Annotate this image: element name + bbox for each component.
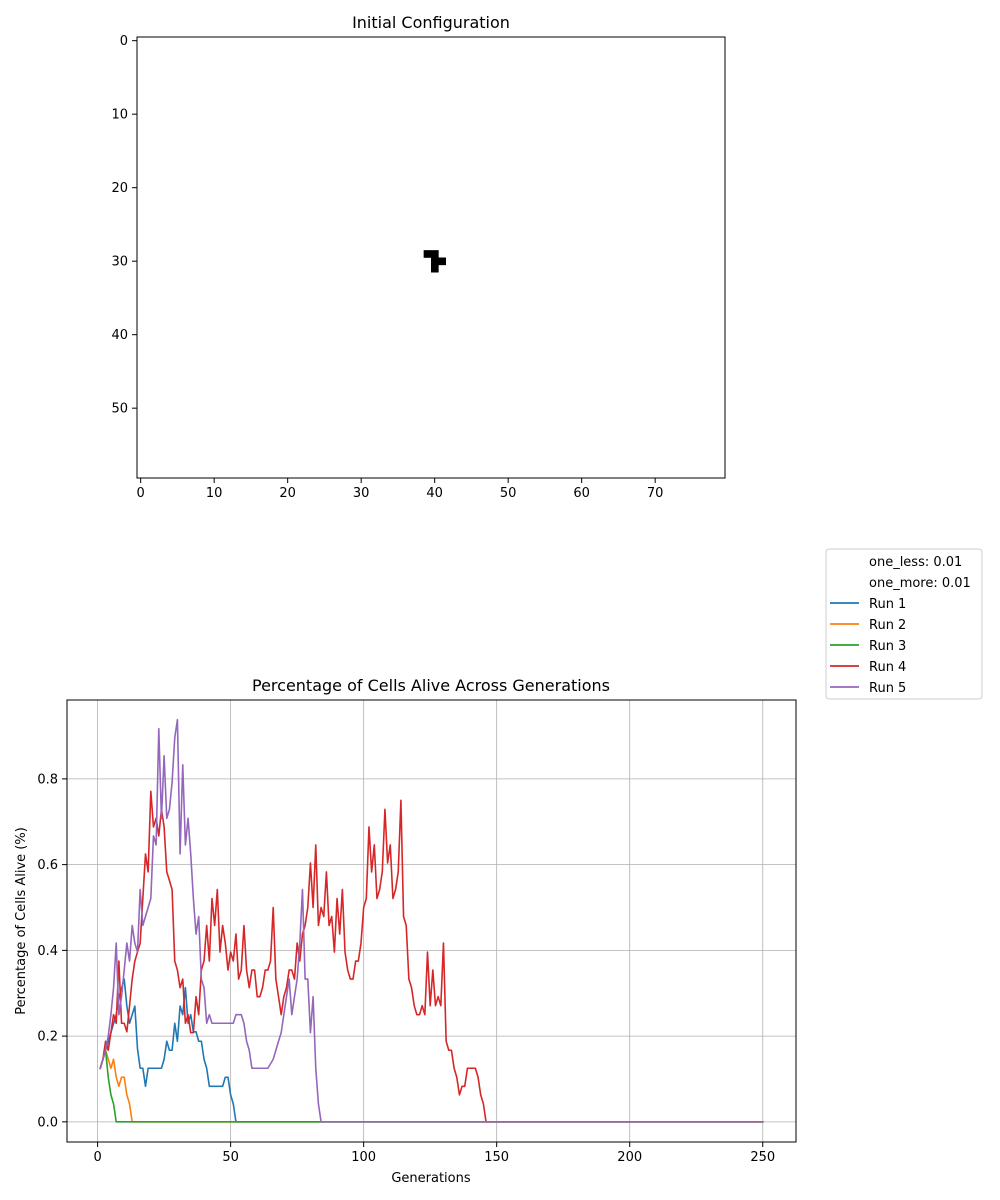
alive-cell [438,257,446,266]
heatmap-y-tick-label: 10 [111,108,128,123]
heatmap-x-tick-label: 70 [647,486,664,501]
legend: one_less: 0.01 one_more: 0.01 Run 1 Run 2 Ru… [825,548,983,700]
heatmap-x-tick-label: 60 [573,486,590,501]
y-tick-label: 0.4 [37,944,58,959]
heatmap-y-tick-label: 20 [111,181,128,196]
heatmap-y-tick-label: 40 [111,328,128,343]
heatmap-x-tick-label: 10 [206,486,223,501]
series-line-run-2 [99,1049,764,1123]
legend-label: one_less: 0.01 [869,555,962,570]
y-tick-label: 0.8 [37,772,58,787]
series-line-run-5 [99,718,764,1123]
x-axis-label: Generations [391,1171,471,1186]
x-tick-label: 50 [222,1150,239,1165]
heatmap-x-tick-label: 40 [426,486,443,501]
x-tick-label: 150 [484,1150,509,1165]
alive-cell [431,250,439,258]
legend-label: Run 4 [869,660,906,675]
line-chart-title: Percentage of Cells Alive Across Generat… [252,676,610,695]
heatmap-y-tick-label: 30 [111,255,128,270]
y-tick-label: 0.0 [37,1115,58,1130]
heatmap-y-tick-label: 50 [111,402,128,417]
line-chart-frame [66,699,797,1143]
x-tick-label: 200 [617,1150,642,1165]
heatmap-y-tick-label: 0 [120,34,128,49]
heatmap-title: Initial Configuration [352,13,510,32]
y-tick-label: 0.2 [37,1030,58,1045]
series-line-run-4 [99,790,764,1123]
alive-cell [431,257,439,266]
y-tick-label: 0.6 [37,858,58,873]
legend-label: Run 2 [869,618,906,633]
legend-label: Run 3 [869,639,906,654]
cells-alive-line-chart: Percentage of Cells Alive Across Generat… [14,676,797,1186]
x-tick-label: 100 [351,1150,376,1165]
legend-label: Run 1 [869,597,906,612]
legend-label: one_more: 0.01 [869,576,971,591]
y-axis-label: Percentage of Cells Alive (%) [14,827,29,1015]
heatmap-frame [136,36,726,479]
x-tick-label: 0 [93,1150,101,1165]
initial-configuration-plot: Initial Configuration 0 10 20 30 40 50 60 70 0 1… [111,13,726,501]
series-line-run-3 [99,1049,764,1123]
legend-label: Run 5 [869,681,906,696]
heatmap-x-tick-label: 20 [279,486,296,501]
series-line-run-1 [99,978,764,1123]
heatmap-x-tick-label: 0 [137,486,145,501]
alive-cell [431,264,439,273]
heatmap-x-tick-label: 30 [353,486,370,501]
legend-box [825,548,983,700]
x-tick-label: 250 [750,1150,775,1165]
heatmap-x-tick-label: 50 [500,486,517,501]
alive-cell [423,250,432,258]
